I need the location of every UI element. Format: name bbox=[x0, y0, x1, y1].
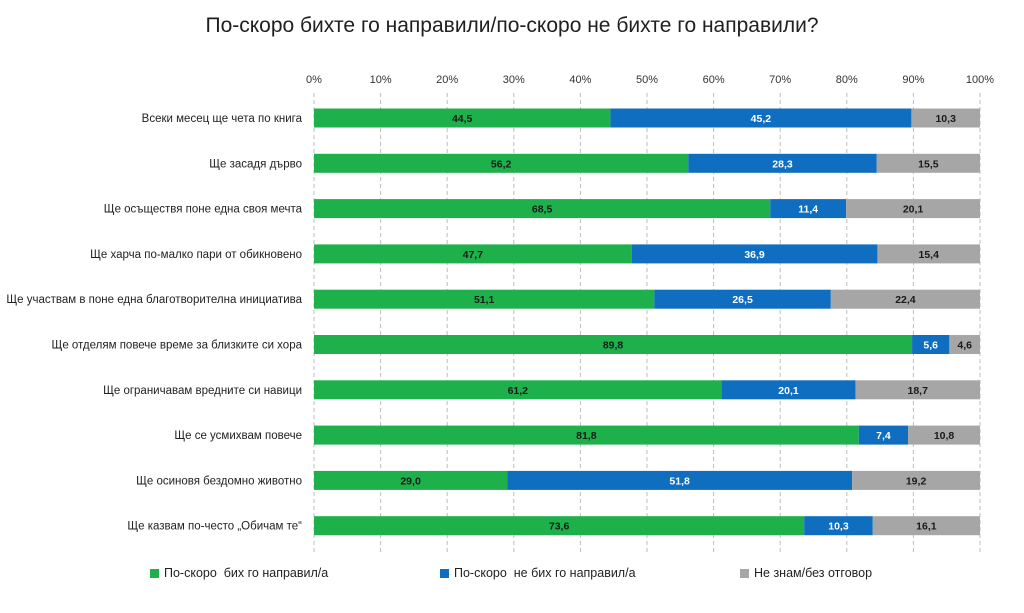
bar-segment bbox=[314, 335, 913, 354]
legend-label: Не знам/без отговор bbox=[754, 566, 873, 580]
data-label: 7,4 bbox=[876, 430, 891, 442]
category-label: Ще осъществя поне една своя мечта bbox=[104, 204, 303, 216]
data-label: 73,6 bbox=[549, 521, 570, 533]
bar-segment bbox=[631, 244, 878, 264]
bar-segment bbox=[314, 199, 771, 219]
x-tick-label: 80% bbox=[836, 74, 858, 86]
category-label: Ще се усмихвам повече bbox=[174, 430, 302, 442]
bar-segment bbox=[507, 470, 853, 490]
bar-segment bbox=[314, 425, 859, 445]
data-label: 10,3 bbox=[828, 521, 849, 533]
data-label: 26,5 bbox=[732, 294, 753, 306]
x-axis-ticks: 0% 10% 20% 30% 40% 50% 60% 70% 80% 90% 100% bbox=[306, 74, 994, 86]
category-labels: Всеки месец ще чета по книга Ще засадя дъ… bbox=[6, 113, 302, 533]
bar-segment bbox=[770, 199, 847, 219]
data-label: 19,2 bbox=[906, 475, 927, 487]
data-label: 22,4 bbox=[895, 294, 916, 306]
legend-item: Не знам/без отговор bbox=[740, 566, 872, 580]
data-label: 47,7 bbox=[463, 249, 484, 261]
bar-segment bbox=[688, 153, 877, 173]
category-label: Ще засадя дърво bbox=[209, 158, 302, 170]
data-label: 28,3 bbox=[772, 158, 793, 170]
bar-segment bbox=[855, 380, 980, 400]
category-label: Ще отделям повече време за близките си х… bbox=[52, 340, 303, 352]
bar-segment bbox=[314, 516, 805, 536]
legend: По-скоро бих го направил/а По-скоро не би… bbox=[0, 566, 1024, 586]
x-tick-label: 60% bbox=[703, 74, 725, 86]
data-label: 4,6 bbox=[957, 340, 972, 352]
legend-swatch bbox=[150, 568, 159, 578]
bar-segment bbox=[912, 335, 950, 354]
data-label: 45,2 bbox=[751, 113, 772, 125]
data-label: 36,9 bbox=[744, 249, 765, 261]
x-tick-label: 70% bbox=[769, 74, 791, 86]
bar-segment bbox=[610, 108, 912, 128]
bar-segment bbox=[804, 516, 873, 536]
bar-segment bbox=[858, 425, 909, 445]
bar-segment bbox=[314, 244, 632, 264]
bar-segment bbox=[911, 108, 980, 128]
x-tick-label: 100% bbox=[966, 74, 994, 86]
bar-segment bbox=[314, 380, 722, 400]
x-tick-label: 50% bbox=[636, 74, 658, 86]
x-tick-label: 90% bbox=[902, 74, 924, 86]
data-label: 16,1 bbox=[916, 521, 937, 533]
bar-segment bbox=[949, 335, 980, 354]
category-label: Ще участвам в поне една благотворителна … bbox=[6, 294, 302, 306]
bar-segment bbox=[314, 470, 508, 490]
x-tick-label: 0% bbox=[306, 74, 322, 86]
bar-segment bbox=[846, 199, 980, 219]
legend-swatch bbox=[440, 568, 449, 578]
bar-segment bbox=[908, 425, 980, 445]
chart-title: По-скоро бихте го направили/по-скоро не … bbox=[205, 14, 819, 37]
category-label: Ще харча по-малко пари от обикновено bbox=[90, 249, 302, 261]
data-label: 11,4 bbox=[798, 204, 818, 216]
legend-swatch bbox=[740, 568, 749, 578]
bar-segment bbox=[876, 153, 980, 173]
data-label: 89,8 bbox=[603, 340, 624, 352]
category-label: Ще ограничавам вредните си навици bbox=[103, 385, 302, 397]
data-label: 61,2 bbox=[508, 385, 529, 397]
bars bbox=[314, 108, 980, 536]
bar-segment bbox=[654, 289, 831, 309]
x-tick-label: 40% bbox=[569, 74, 591, 86]
bar-segment bbox=[830, 289, 980, 309]
legend-item: По-скоро не бих го направил/а bbox=[440, 566, 636, 580]
data-label: 44,5 bbox=[452, 113, 473, 125]
data-label: 15,4 bbox=[918, 249, 939, 261]
data-label: 18,7 bbox=[908, 385, 929, 397]
category-label: Всеки месец ще чета по книга bbox=[142, 113, 303, 125]
x-tick-label: 10% bbox=[370, 74, 392, 86]
legend-item: По-скоро бих го направил/а bbox=[150, 566, 328, 580]
x-tick-label: 30% bbox=[503, 74, 525, 86]
bar-segment bbox=[872, 516, 980, 536]
data-label: 5,6 bbox=[923, 340, 938, 352]
bar-segment bbox=[314, 289, 655, 309]
data-label: 51,8 bbox=[669, 475, 690, 487]
data-label: 29,0 bbox=[400, 475, 421, 487]
category-label: Ще казвам по-често „Обичам те“ bbox=[127, 521, 302, 533]
bar-segment bbox=[852, 470, 980, 490]
bar-segment bbox=[314, 153, 689, 173]
data-labels: 44,5 45,2 10,3 56,2 28,3 15,5 68,5 11,4 20,1 47,7… bbox=[400, 113, 972, 533]
data-label: 68,5 bbox=[532, 204, 553, 216]
data-label: 10,3 bbox=[935, 113, 956, 125]
data-label: 51,1 bbox=[474, 294, 495, 306]
bar-segment bbox=[314, 108, 611, 128]
legend-label: По-скоро не бих го направил/а bbox=[454, 566, 636, 580]
data-label: 20,1 bbox=[778, 385, 799, 397]
category-label: Ще осиновя бездомно животно bbox=[136, 475, 302, 487]
bar-segment bbox=[721, 380, 856, 400]
data-label: 10,8 bbox=[934, 430, 955, 442]
data-label: 81,8 bbox=[576, 430, 597, 442]
legend-label: По-скоро бих го направил/а bbox=[164, 566, 329, 580]
data-label: 20,1 bbox=[903, 204, 924, 216]
data-label: 56,2 bbox=[491, 158, 512, 170]
bar-segment bbox=[877, 244, 980, 264]
data-label: 15,5 bbox=[918, 158, 939, 170]
x-tick-label: 20% bbox=[436, 74, 458, 86]
